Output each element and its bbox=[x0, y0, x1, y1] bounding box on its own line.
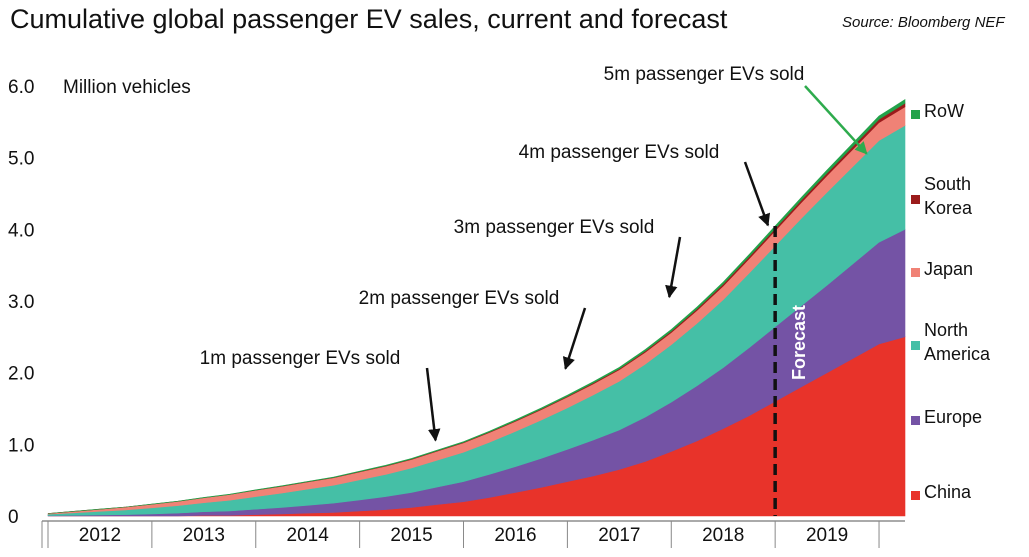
chart-title: Cumulative global passenger EV sales, cu… bbox=[10, 4, 728, 34]
legend-label-japan: Japan bbox=[924, 259, 973, 279]
annotation-arrow bbox=[743, 161, 770, 227]
legend-swatch-south-korea bbox=[911, 195, 920, 204]
forecast-label: Forecast bbox=[789, 305, 809, 380]
legend-label-china: China bbox=[924, 482, 972, 502]
axes-group: 0 1.0 2.0 3.0 4.0 5.0 6.0 Million vehicles 2012 2… bbox=[8, 77, 905, 548]
chart-source: Source: Bloomberg NEF bbox=[842, 14, 1005, 31]
legend-swatch-north-america bbox=[911, 341, 920, 350]
annotation-arrow bbox=[804, 85, 868, 155]
legend-label-north-america: America bbox=[924, 344, 991, 364]
annotation-arrow bbox=[425, 367, 441, 442]
legend-group: RoW South Korea Japan North America Europe Chin… bbox=[911, 101, 991, 502]
y-tick-label: 3.0 bbox=[8, 292, 34, 313]
annotation-arrow bbox=[665, 236, 682, 299]
annotation-label: 1m passenger EVs sold bbox=[200, 348, 401, 369]
y-tick-label: 1.0 bbox=[8, 435, 34, 456]
y-tick-label: 0 bbox=[8, 507, 19, 528]
x-tick-label: 2016 bbox=[494, 525, 536, 546]
y-axis-label: Million vehicles bbox=[63, 77, 191, 98]
x-tick-label: 2012 bbox=[79, 525, 121, 546]
x-tick-label: 2019 bbox=[806, 525, 848, 546]
y-tick-label: 5.0 bbox=[8, 149, 34, 170]
annotation-arrow bbox=[562, 307, 587, 370]
annotation-label: 4m passenger EVs sold bbox=[519, 142, 720, 163]
x-tick-label: 2017 bbox=[598, 525, 640, 546]
legend-label-north-america: North bbox=[924, 320, 968, 340]
legend-swatch-china bbox=[911, 491, 920, 500]
annotation-label: 3m passenger EVs sold bbox=[454, 217, 655, 238]
x-tick-label: 2013 bbox=[183, 525, 225, 546]
y-tick-label: 4.0 bbox=[8, 220, 34, 241]
y-tick-label: 2.0 bbox=[8, 364, 34, 385]
legend-swatch-japan bbox=[911, 268, 920, 277]
area-series-group bbox=[47, 99, 906, 517]
y-tick-label: 6.0 bbox=[8, 77, 34, 98]
annotation-label: 2m passenger EVs sold bbox=[359, 288, 560, 309]
legend-label-row: RoW bbox=[924, 101, 964, 121]
legend-swatch-row bbox=[911, 110, 920, 119]
annotation-label: 5m passenger EVs sold bbox=[604, 64, 805, 85]
x-tick-label: 2015 bbox=[390, 525, 432, 546]
legend-swatch-europe bbox=[911, 416, 920, 425]
legend-label-south-korea: South bbox=[924, 174, 971, 194]
legend-label-south-korea: Korea bbox=[924, 198, 973, 218]
area-row bbox=[47, 99, 906, 514]
annotations-group: 1m passenger EVs sold 2m passenger EVs so… bbox=[200, 64, 868, 442]
legend-label-europe: Europe bbox=[924, 407, 982, 427]
x-tick-label: 2018 bbox=[702, 525, 744, 546]
x-tick-label: 2014 bbox=[287, 525, 330, 546]
